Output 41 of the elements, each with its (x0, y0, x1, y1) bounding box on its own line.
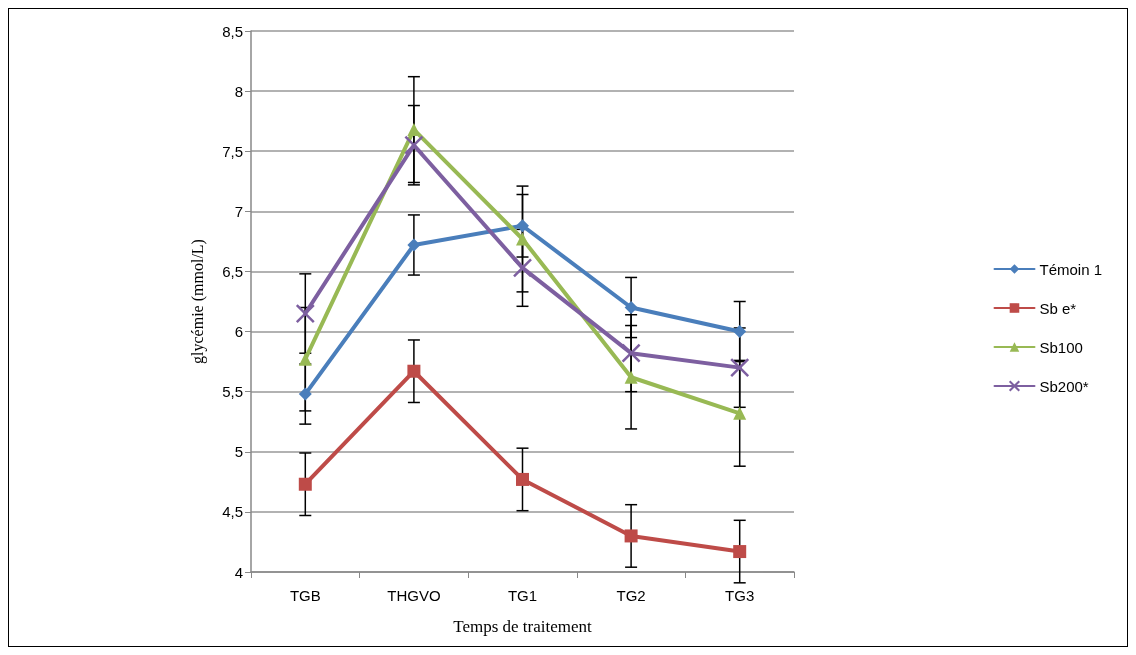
point (733, 545, 747, 559)
x-tick-label: TG3 (725, 587, 755, 604)
x-tick-label: TG1 (507, 587, 538, 604)
point (404, 135, 424, 155)
y-axis-title: glycémie (mmol/L) (188, 239, 207, 364)
point (729, 357, 750, 378)
x-axis-title: Temps de traitement (453, 617, 593, 636)
point (733, 325, 747, 339)
point (516, 472, 529, 486)
point (407, 364, 421, 378)
point (298, 477, 312, 491)
point (624, 529, 638, 543)
point (733, 406, 747, 420)
y-tick-label: 6,5 (222, 262, 243, 280)
point (298, 387, 312, 401)
y-tick-label: 4 (234, 563, 243, 581)
y-tick-label: 6 (234, 323, 243, 341)
point (624, 301, 638, 315)
point (516, 232, 529, 246)
y-tick-label: 4,5 (222, 503, 243, 521)
y-tick-label: 5 (234, 443, 243, 461)
y-tick-label: 7,5 (222, 142, 243, 160)
point (516, 219, 529, 233)
point (621, 343, 641, 363)
y-tick-label: 8 (234, 82, 243, 100)
point (512, 258, 533, 278)
x-tick-label: TG2 (616, 587, 646, 604)
legend-label: Témoin 1 (1039, 260, 1102, 278)
point (298, 352, 312, 366)
legend-label: Sb e* (1039, 299, 1077, 317)
legend-label: Sb100 (1039, 338, 1083, 356)
point (624, 370, 638, 384)
legend-label: Sb200* (1039, 377, 1089, 395)
point (295, 303, 316, 324)
x-tick-label: TGB (289, 587, 321, 604)
point (407, 123, 421, 137)
y-tick-label: 5,5 (222, 383, 243, 401)
y-tick-label: 7 (234, 202, 243, 220)
point (407, 238, 421, 252)
x-tick-label: THGVO (387, 587, 441, 604)
y-tick-label: 8,5 (222, 22, 243, 40)
